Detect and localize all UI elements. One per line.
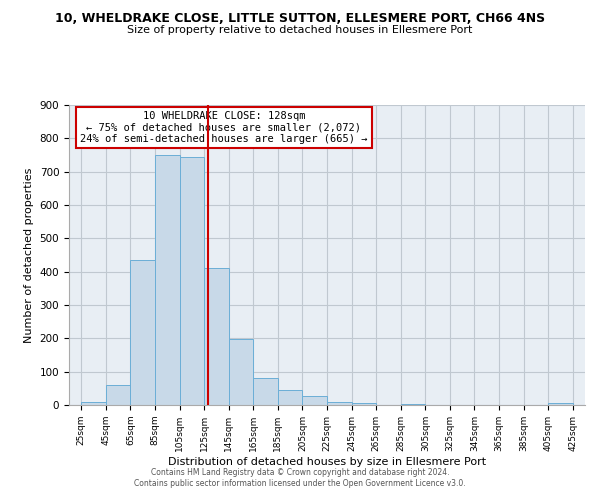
Bar (327, 402, 352, 405)
Bar (204, 268, 229, 405)
Y-axis label: Number of detached properties: Number of detached properties (24, 168, 34, 342)
X-axis label: Distribution of detached houses by size in Ellesmere Port: Distribution of detached houses by size … (168, 456, 486, 466)
Bar (352, 404, 376, 405)
Bar (130, 260, 155, 405)
Text: Contains HM Land Registry data © Crown copyright and database right 2024.
Contai: Contains HM Land Registry data © Crown c… (134, 468, 466, 487)
Bar (179, 156, 204, 405)
Text: 10 WHELDRAKE CLOSE: 128sqm
← 75% of detached houses are smaller (2,072)
24% of s: 10 WHELDRAKE CLOSE: 128sqm ← 75% of deta… (80, 111, 368, 144)
Bar (155, 155, 179, 405)
Bar (278, 390, 302, 405)
Text: 10, WHELDRAKE CLOSE, LITTLE SUTTON, ELLESMERE PORT, CH66 4NS: 10, WHELDRAKE CLOSE, LITTLE SUTTON, ELLE… (55, 12, 545, 26)
Text: Size of property relative to detached houses in Ellesmere Port: Size of property relative to detached ho… (127, 25, 473, 35)
Bar (229, 340, 253, 405)
Bar (106, 385, 130, 405)
Bar (548, 404, 573, 405)
Bar (302, 396, 327, 405)
Bar (253, 378, 278, 405)
Bar (81, 402, 106, 405)
Bar (401, 404, 425, 405)
